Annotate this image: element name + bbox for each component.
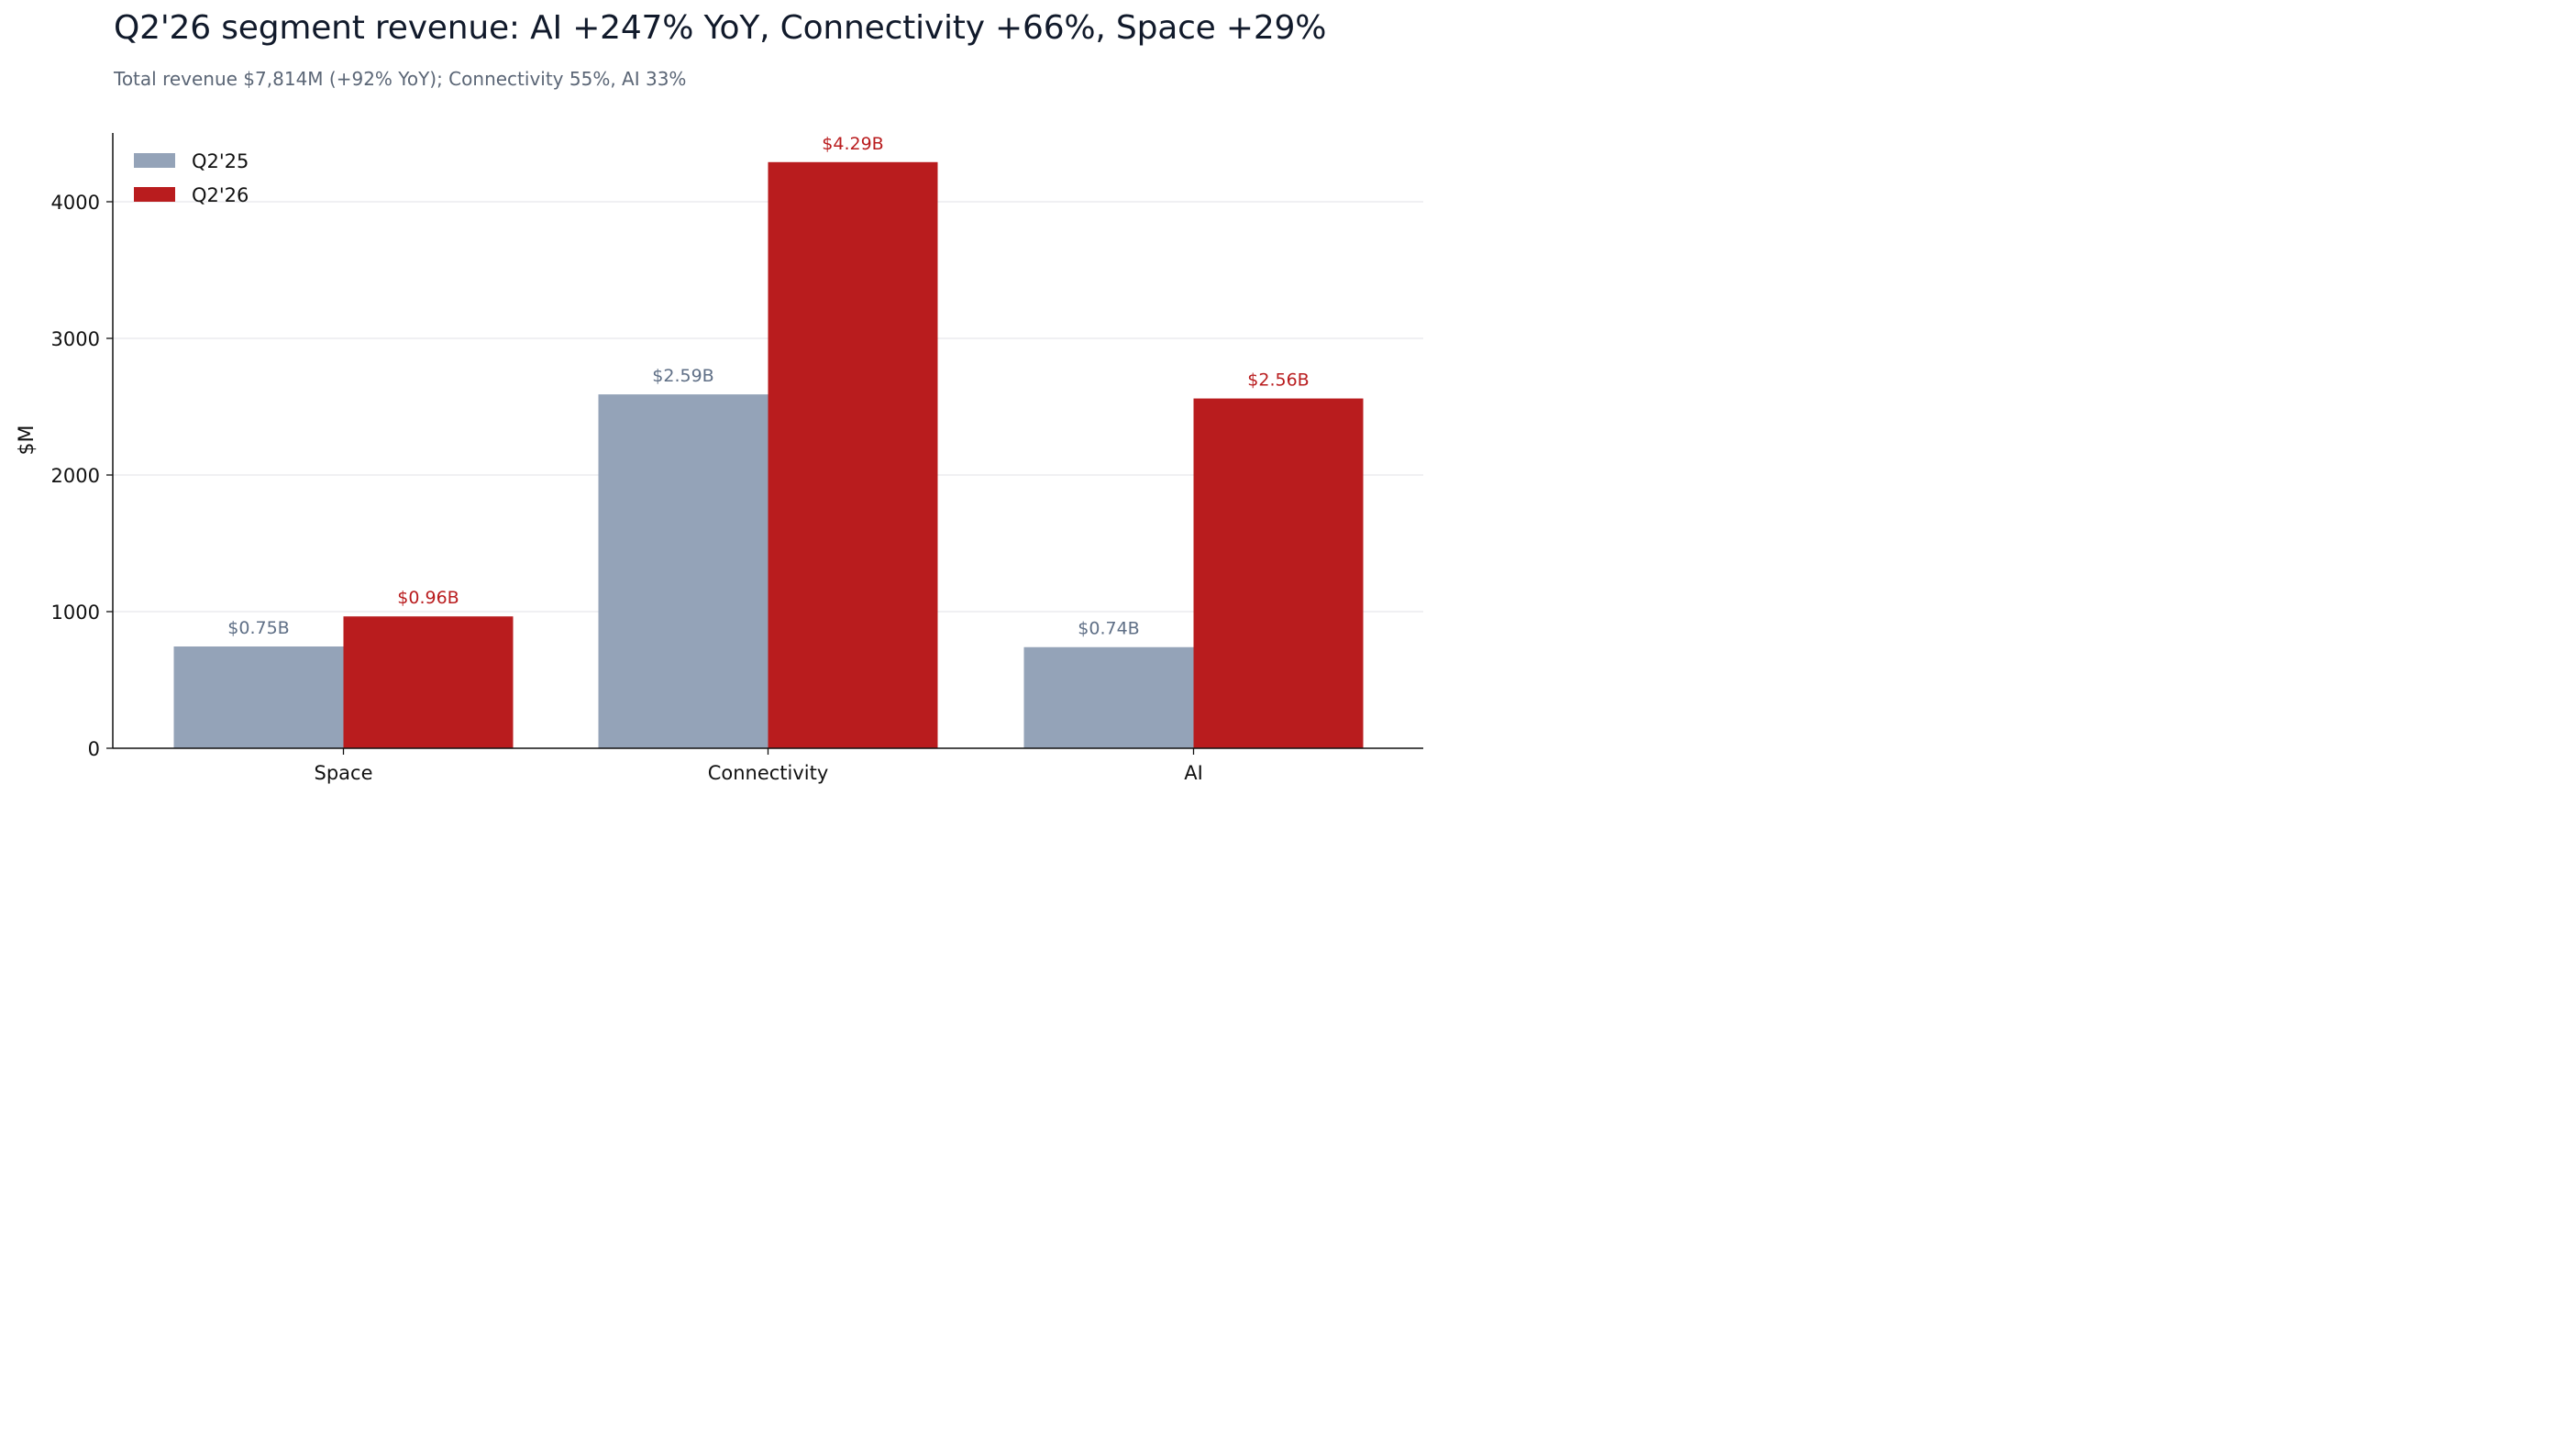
chart-subtitle: Total revenue $7,814M (+92% YoY); Connec… bbox=[114, 68, 687, 90]
legend-swatch-q2-25 bbox=[134, 153, 175, 168]
x-tick-label-space: Space bbox=[315, 762, 373, 784]
bar-space-q2-25 bbox=[173, 646, 344, 748]
bar-label-ai-q2-25: $0.74B bbox=[1078, 619, 1139, 639]
bar-label-connectivity-q2-26: $4.29B bbox=[822, 134, 883, 154]
bar-ai-q2-25 bbox=[1023, 646, 1194, 748]
bar-label-connectivity-q2-25: $2.59B bbox=[652, 366, 713, 386]
bar-label-space-q2-26: $0.96B bbox=[397, 588, 459, 608]
bar-label-space-q2-25: $0.75B bbox=[227, 618, 289, 638]
y-tick-label-3000: 3000 bbox=[51, 328, 100, 350]
y-tick-label-0: 0 bbox=[88, 738, 100, 760]
legend-label-q2-26: Q2'26 bbox=[192, 184, 249, 206]
axes bbox=[106, 133, 1423, 755]
bar-space-q2-26 bbox=[343, 616, 514, 748]
bar-ai-q2-26 bbox=[1193, 398, 1364, 748]
y-tick-label-1000: 1000 bbox=[51, 602, 100, 624]
bar-label-ai-q2-26: $2.56B bbox=[1247, 370, 1309, 391]
bar-value-labels: $0.75B $0.96B $2.59B $4.29B $0.74B $2.56B bbox=[227, 134, 1309, 639]
y-tick-label-2000: 2000 bbox=[51, 465, 100, 487]
x-tick-label-ai: AI bbox=[1184, 762, 1203, 784]
x-tick-label-connectivity: Connectivity bbox=[708, 762, 829, 784]
legend-swatch-q2-26 bbox=[134, 187, 175, 202]
bar-connectivity-q2-25 bbox=[598, 394, 768, 748]
chart-title: Q2'26 segment revenue: AI +247% YoY, Con… bbox=[114, 9, 1327, 47]
tick-labels: 0 1000 2000 3000 4000 Space Connectivity AI bbox=[51, 192, 1203, 784]
bars bbox=[173, 161, 1364, 749]
legend-label-q2-25: Q2'25 bbox=[192, 150, 249, 172]
bar-connectivity-q2-26 bbox=[768, 161, 938, 749]
legend: Q2'25 Q2'26 bbox=[134, 150, 249, 206]
y-axis-label: $M bbox=[16, 425, 39, 456]
y-tick-label-4000: 4000 bbox=[51, 192, 100, 214]
bar-chart: $0.75B $0.96B $2.59B $4.29B $0.74B $2.56B 0 10… bbox=[16, 133, 1423, 784]
